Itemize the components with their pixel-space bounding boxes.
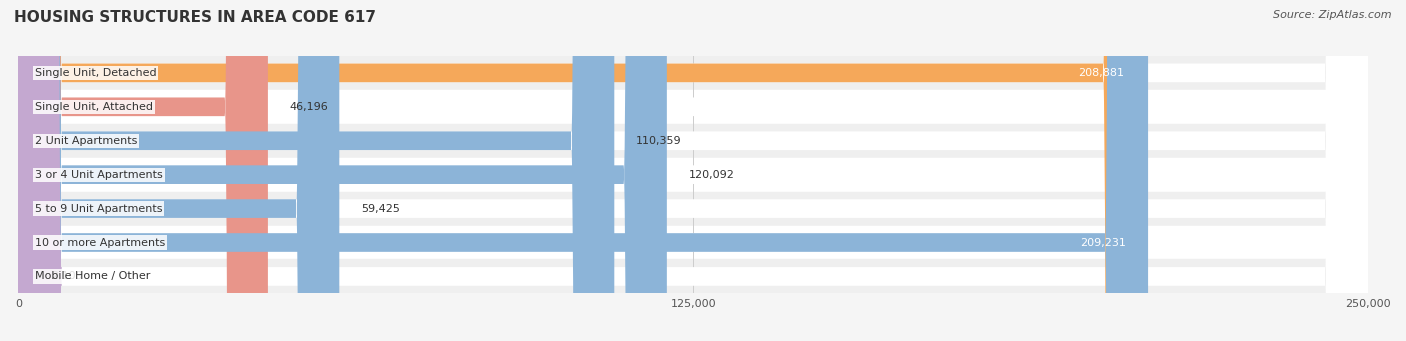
FancyBboxPatch shape [18, 0, 1368, 341]
Text: 2,109: 2,109 [52, 271, 83, 281]
Text: 10 or more Apartments: 10 or more Apartments [35, 238, 165, 248]
Text: HOUSING STRUCTURES IN AREA CODE 617: HOUSING STRUCTURES IN AREA CODE 617 [14, 10, 375, 25]
Bar [18, 56, 1368, 90]
Bar [18, 225, 1368, 260]
Text: 3 or 4 Unit Apartments: 3 or 4 Unit Apartments [35, 170, 163, 180]
FancyBboxPatch shape [18, 0, 1368, 341]
FancyBboxPatch shape [18, 0, 614, 341]
Bar [18, 192, 1368, 225]
Bar [18, 90, 1368, 124]
Text: 2 Unit Apartments: 2 Unit Apartments [35, 136, 136, 146]
FancyBboxPatch shape [18, 0, 1368, 341]
Text: 5 to 9 Unit Apartments: 5 to 9 Unit Apartments [35, 204, 162, 213]
Text: 120,092: 120,092 [689, 170, 734, 180]
FancyBboxPatch shape [18, 0, 269, 341]
Text: Source: ZipAtlas.com: Source: ZipAtlas.com [1274, 10, 1392, 20]
Text: 46,196: 46,196 [290, 102, 328, 112]
FancyBboxPatch shape [18, 0, 1368, 341]
Text: Single Unit, Detached: Single Unit, Detached [35, 68, 156, 78]
FancyBboxPatch shape [18, 0, 666, 341]
FancyBboxPatch shape [18, 0, 1368, 341]
Text: Mobile Home / Other: Mobile Home / Other [35, 271, 150, 281]
FancyBboxPatch shape [0, 0, 62, 341]
FancyBboxPatch shape [18, 0, 1149, 341]
Bar [18, 124, 1368, 158]
Text: 208,881: 208,881 [1078, 68, 1125, 78]
FancyBboxPatch shape [18, 0, 1368, 341]
Bar [18, 158, 1368, 192]
FancyBboxPatch shape [18, 0, 1368, 341]
Text: 110,359: 110,359 [636, 136, 682, 146]
Text: 59,425: 59,425 [361, 204, 399, 213]
FancyBboxPatch shape [18, 0, 339, 341]
FancyBboxPatch shape [18, 0, 1146, 341]
Text: 209,231: 209,231 [1081, 238, 1126, 248]
Text: Single Unit, Attached: Single Unit, Attached [35, 102, 153, 112]
Bar [18, 260, 1368, 293]
